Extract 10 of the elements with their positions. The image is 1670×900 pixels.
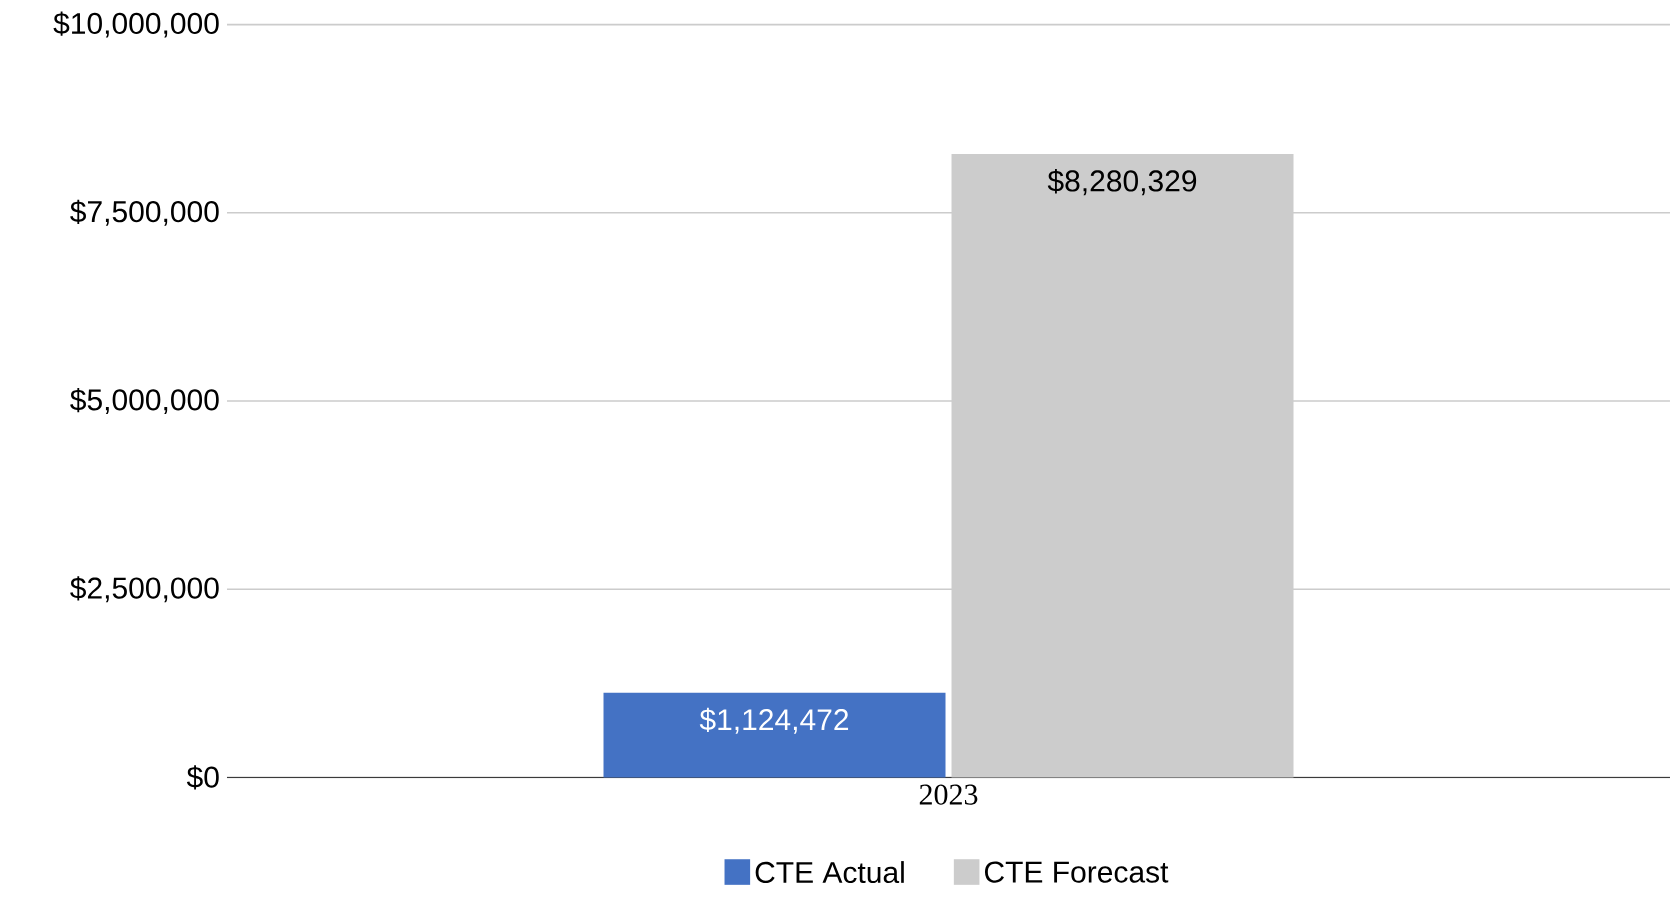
y-tick-label: $5,000,000	[70, 387, 219, 415]
x-tick-label: 2023	[919, 784, 978, 805]
legend-label: CTE Actual	[755, 861, 904, 884]
y-tick-label: $0	[186, 765, 219, 790]
y-tick-label: $2,500,000	[70, 576, 219, 603]
legend-label: CTE Forecast	[984, 861, 1169, 883]
data-label: $8,280,329	[1047, 169, 1197, 196]
y-tick-label: $7,500,000	[70, 199, 219, 226]
data-label: $1,124,472	[699, 707, 849, 734]
y-tick-label: $10,000,000	[53, 11, 219, 38]
